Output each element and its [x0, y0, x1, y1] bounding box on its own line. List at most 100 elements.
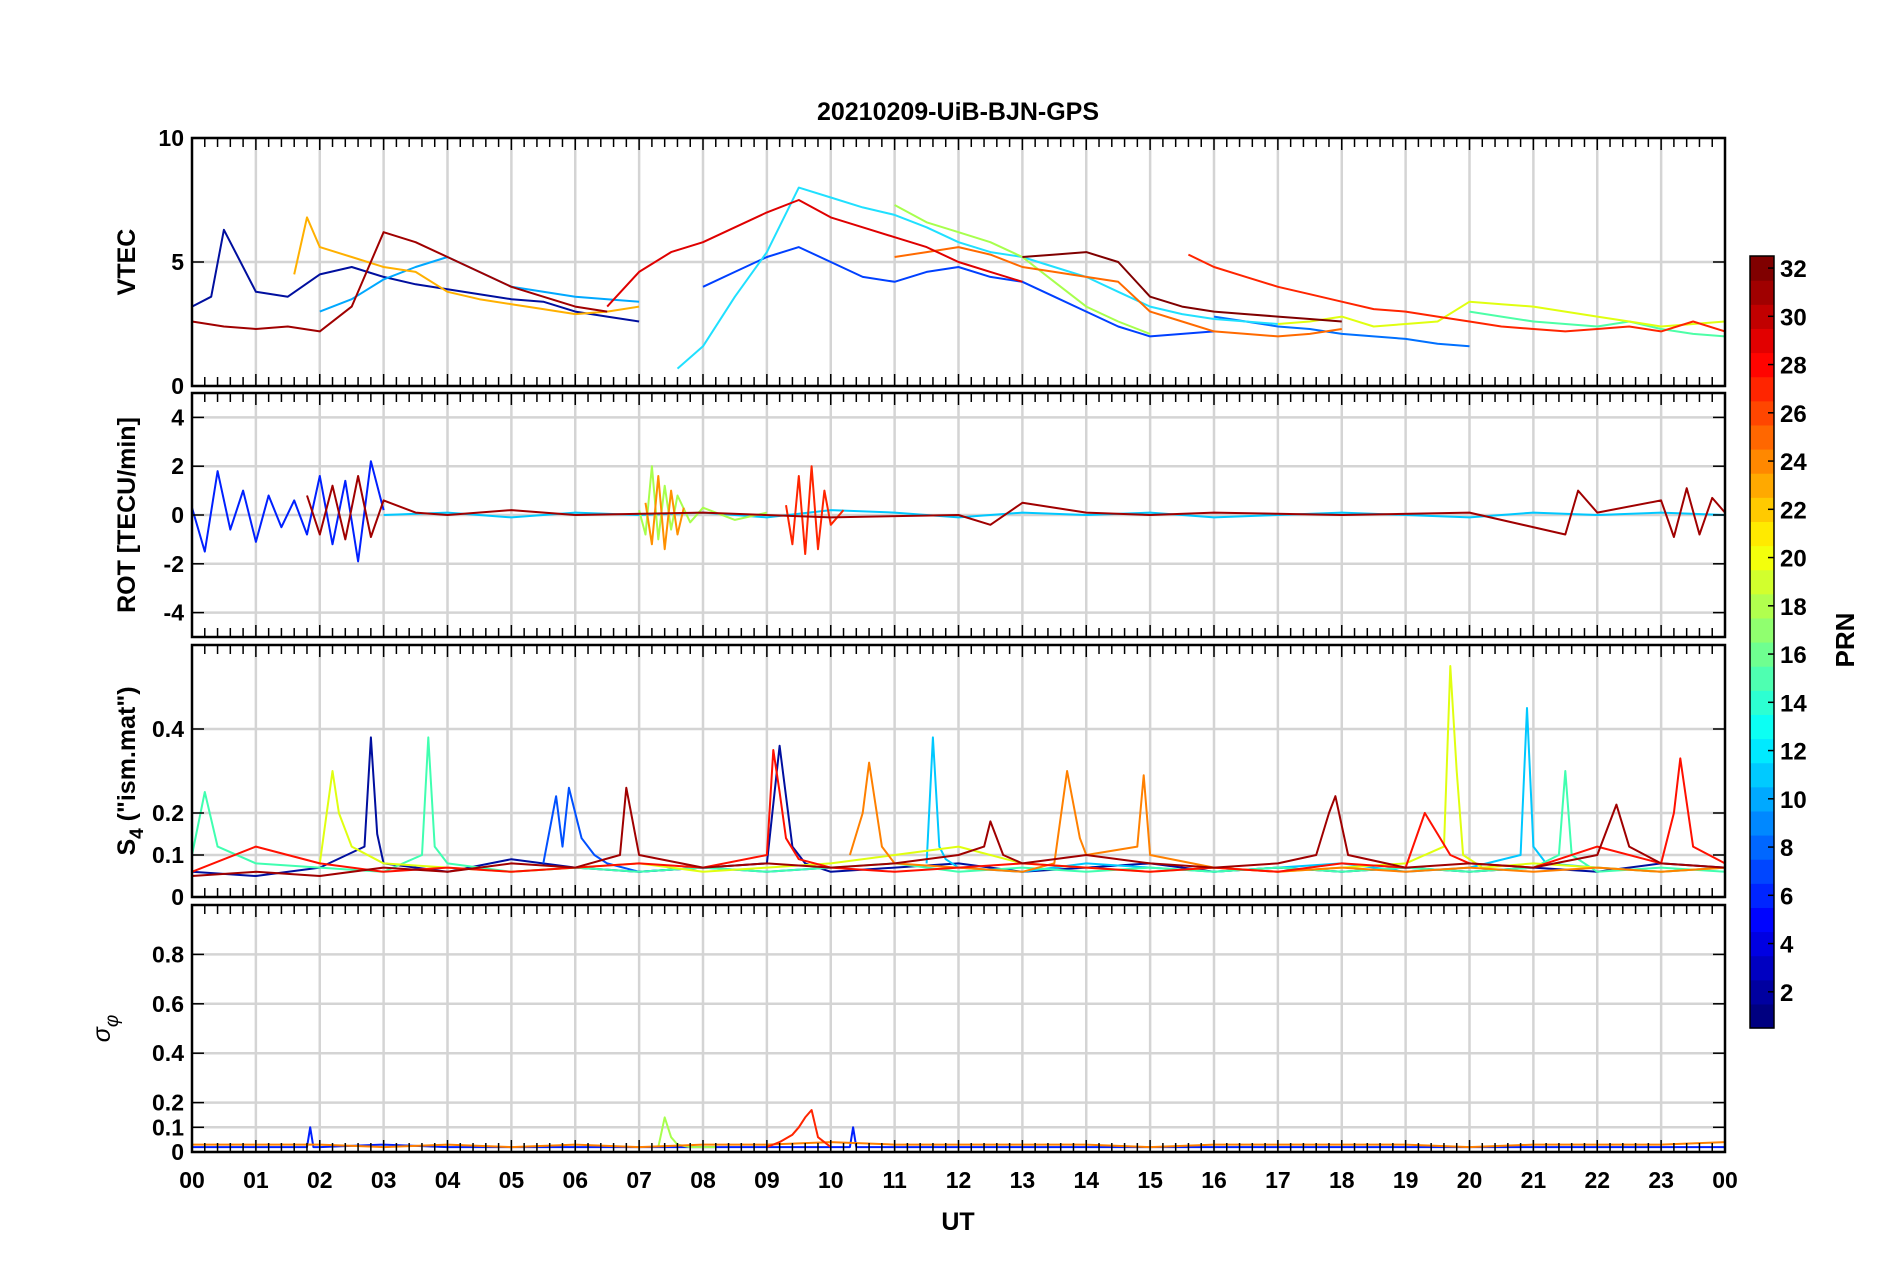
colorbar-tick-label: 22 — [1780, 497, 1807, 524]
colorbar-tick-label: 18 — [1780, 594, 1807, 621]
x-tick-label: 02 — [307, 1167, 333, 1193]
colorbar-tick-label: 20 — [1780, 546, 1807, 573]
x-tick-label: 19 — [1393, 1167, 1419, 1193]
x-tick-label: 18 — [1329, 1167, 1355, 1193]
y-tick-label: 0.6 — [152, 991, 184, 1017]
series-line-prn-25 — [894, 246, 1342, 338]
y-tick-label: 0.1 — [152, 1114, 184, 1140]
sigma-grid — [192, 905, 1725, 1154]
series-line-prn-32 — [1022, 251, 1342, 323]
x-tick-label: 15 — [1137, 1167, 1163, 1193]
series-line-prn-31 — [191, 231, 608, 333]
colorbar-segment — [1750, 473, 1774, 498]
x-tick-label: 00 — [179, 1167, 205, 1193]
colorbar-segment — [1750, 424, 1774, 450]
s4-lines — [191, 665, 1726, 877]
x-tick-labels: 00 01 02 03 04 05 06 07 08 09 10 11 12 13 14 15 16 17 18 19… — [179, 1167, 1738, 1193]
x-tick-label: 03 — [371, 1167, 397, 1193]
y-tick-label: 10 — [158, 125, 184, 151]
y-tick-label: 0 — [171, 373, 184, 399]
series-line-prn-16 — [1469, 310, 1726, 338]
series-line-prn-2 — [191, 228, 640, 323]
colorbar-segment — [1750, 810, 1774, 836]
x-tick-label: 09 — [754, 1167, 780, 1193]
y-tick-label: 4 — [171, 404, 184, 430]
colorbar-tick-label: 6 — [1780, 883, 1793, 910]
colorbar-tick-label: 26 — [1780, 401, 1807, 428]
y-tick-label: 0 — [171, 1139, 184, 1165]
rot-ticks: -4 -2 0 2 4 — [164, 393, 1726, 637]
y-tick-label: 0.2 — [152, 800, 184, 826]
colorbar-segment — [1750, 907, 1774, 933]
y-tick-label: 0.8 — [152, 941, 184, 967]
series-line-prn-18 — [657, 1116, 716, 1149]
colorbar-frame — [1749, 255, 1775, 1029]
y-tick-label: 0.1 — [152, 842, 184, 868]
x-tick-label: 05 — [499, 1167, 525, 1193]
colorbar-segment — [1750, 328, 1774, 354]
colorbar-tick-label: 2 — [1780, 980, 1793, 1007]
colorbar-segment — [1750, 859, 1774, 884]
x-tick-label: 23 — [1648, 1167, 1674, 1193]
x-tick-label: 11 — [882, 1167, 907, 1193]
series-line-prn-13 — [676, 186, 1278, 370]
y-tick-label: 0.4 — [152, 1040, 184, 1066]
colorbar-tick-label: 12 — [1780, 739, 1807, 766]
series-line-prn-29 — [606, 199, 1023, 308]
colorbar-tick-label: 10 — [1780, 787, 1807, 814]
x-tick-label: 08 — [690, 1167, 716, 1193]
colorbar-segment — [1750, 1003, 1774, 1029]
x-tick-label: 04 — [435, 1167, 461, 1193]
s4-grid — [192, 645, 1725, 899]
series-line-prn-27 — [766, 1109, 832, 1149]
y-tick-label: 0.4 — [152, 716, 184, 742]
y-tick-label: -2 — [164, 551, 184, 577]
colorbar-tick-label: 14 — [1780, 690, 1807, 717]
series-line-prn-6 — [542, 786, 831, 873]
colorbar-segment — [1750, 714, 1774, 740]
colorbar-segment — [1750, 666, 1774, 691]
x-tick-label: 14 — [1073, 1167, 1099, 1193]
series-line-prn-5 — [702, 246, 1215, 338]
x-axis-label: UT — [941, 1208, 974, 1236]
colorbar-tick-label: 32 — [1780, 256, 1807, 283]
series-line-prn-12 — [925, 707, 1726, 873]
s4-ylabel: S4 ("ism.mat") — [113, 686, 148, 855]
y-tick-label: 5 — [171, 249, 184, 275]
y-tick-label: 2 — [171, 453, 184, 479]
colorbar-segment — [1750, 617, 1774, 643]
figure-title: 20210209-UiB-BJN-GPS — [817, 98, 1099, 126]
y-tick-label: 0.2 — [152, 1090, 184, 1116]
sigma-ylabel-sub: φ — [102, 1015, 123, 1027]
sigma-ticks: 00.10.2 0.4 0.6 0.8 — [152, 905, 1726, 1165]
x-tick-label: 10 — [818, 1167, 844, 1193]
x-tick-label: 00 — [1712, 1167, 1738, 1193]
x-tick-label: 22 — [1584, 1167, 1610, 1193]
colorbar-segment — [1750, 521, 1774, 547]
x-tick-label: 20 — [1457, 1167, 1483, 1193]
colorbar-segment — [1750, 569, 1774, 595]
x-tick-label: 07 — [626, 1167, 652, 1193]
series-line-prn-20 — [1277, 300, 1726, 328]
colorbar-tick-label: 4 — [1780, 932, 1794, 959]
sigma-ylabel-main: σ — [88, 1026, 116, 1042]
panel-s4: 0 0.1 0.2 0.4 S4 ("ism.mat") — [113, 643, 1727, 910]
panel-rot: -4 -2 0 2 4 ROT [TECU/min] — [113, 391, 1727, 639]
colorbar-tick-label: 16 — [1780, 642, 1807, 669]
y-tick-label: 0 — [171, 502, 184, 528]
s4-ylabel-rest: ("ism.mat") — [113, 686, 141, 828]
sigma-ylabel: σφ — [88, 1015, 123, 1042]
colorbar-segment — [1750, 955, 1774, 981]
x-tick-label: 01 — [243, 1167, 269, 1193]
series-line-prn-10 — [319, 256, 640, 313]
colorbar-label: PRN — [1830, 613, 1860, 668]
panel-vtec: 0 5 10 VTEC — [113, 125, 1727, 399]
x-tick-label: 12 — [946, 1167, 972, 1193]
x-tick-label: 06 — [562, 1167, 588, 1193]
colorbar-segment — [1750, 280, 1774, 305]
colorbar-tick-label: 24 — [1780, 449, 1807, 476]
x-tick-label: 21 — [1521, 1167, 1547, 1193]
series-line-prn-18 — [638, 465, 768, 541]
x-tick-label: 16 — [1201, 1167, 1227, 1193]
